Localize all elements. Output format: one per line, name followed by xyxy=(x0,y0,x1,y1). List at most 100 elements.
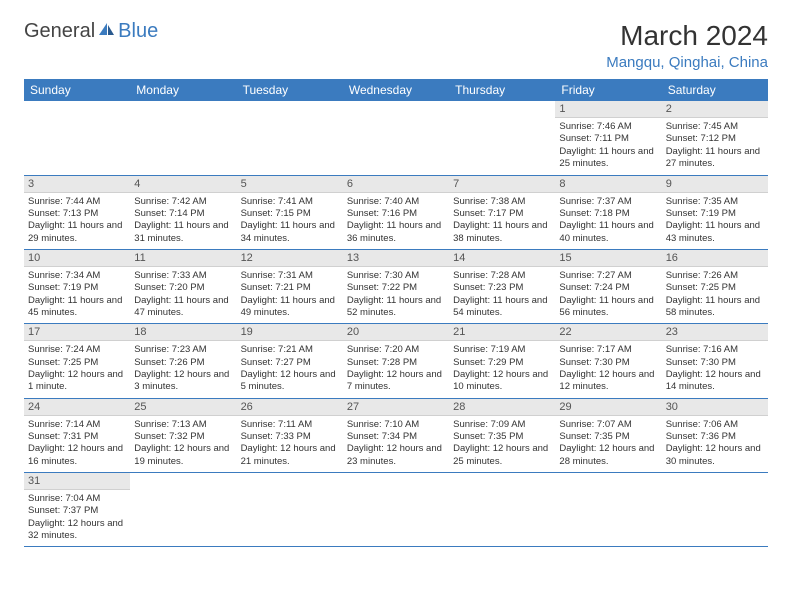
day-cell: 25Sunrise: 7:13 AMSunset: 7:32 PMDayligh… xyxy=(130,398,236,472)
day-cell: 5Sunrise: 7:41 AMSunset: 7:15 PMDaylight… xyxy=(237,175,343,249)
sunrise-text: Sunrise: 7:06 AM xyxy=(666,419,764,431)
day-cell: 15Sunrise: 7:27 AMSunset: 7:24 PMDayligh… xyxy=(555,249,661,323)
logo-text-2: Blue xyxy=(118,20,158,43)
daylight-text: Daylight: 12 hours and 23 minutes. xyxy=(347,443,445,468)
day-body: Sunrise: 7:41 AMSunset: 7:15 PMDaylight:… xyxy=(237,193,343,249)
day-body: Sunrise: 7:09 AMSunset: 7:35 PMDaylight:… xyxy=(449,416,555,472)
sunset-text: Sunset: 7:25 PM xyxy=(28,357,126,369)
sunrise-text: Sunrise: 7:31 AM xyxy=(241,270,339,282)
sunset-text: Sunset: 7:21 PM xyxy=(241,282,339,294)
logo-text-1: General xyxy=(24,20,95,43)
day-number: 15 xyxy=(555,250,661,267)
day-number: 14 xyxy=(449,250,555,267)
daylight-text: Daylight: 12 hours and 3 minutes. xyxy=(134,369,232,394)
daylight-text: Daylight: 11 hours and 52 minutes. xyxy=(347,295,445,320)
day-number: 20 xyxy=(343,324,449,341)
day-cell: 14Sunrise: 7:28 AMSunset: 7:23 PMDayligh… xyxy=(449,249,555,323)
daylight-text: Daylight: 11 hours and 31 minutes. xyxy=(134,220,232,245)
day-number: 13 xyxy=(343,250,449,267)
sunset-text: Sunset: 7:35 PM xyxy=(559,431,657,443)
day-body: Sunrise: 7:33 AMSunset: 7:20 PMDaylight:… xyxy=(130,267,236,323)
daylight-text: Daylight: 11 hours and 45 minutes. xyxy=(28,295,126,320)
sunset-text: Sunset: 7:30 PM xyxy=(666,357,764,369)
day-cell: 12Sunrise: 7:31 AMSunset: 7:21 PMDayligh… xyxy=(237,249,343,323)
sunrise-text: Sunrise: 7:13 AM xyxy=(134,419,232,431)
daylight-text: Daylight: 12 hours and 5 minutes. xyxy=(241,369,339,394)
day-number: 4 xyxy=(130,176,236,193)
day-number: 1 xyxy=(555,101,661,118)
sunrise-text: Sunrise: 7:20 AM xyxy=(347,344,445,356)
sunrise-text: Sunrise: 7:45 AM xyxy=(666,121,764,133)
weekday-header: Monday xyxy=(130,79,236,101)
day-number: 25 xyxy=(130,399,236,416)
daylight-text: Daylight: 11 hours and 49 minutes. xyxy=(241,295,339,320)
weekday-header: Saturday xyxy=(662,79,768,101)
day-cell xyxy=(662,473,768,547)
day-cell: 3Sunrise: 7:44 AMSunset: 7:13 PMDaylight… xyxy=(24,175,130,249)
daylight-text: Daylight: 11 hours and 40 minutes. xyxy=(559,220,657,245)
sunset-text: Sunset: 7:13 PM xyxy=(28,208,126,220)
day-number: 18 xyxy=(130,324,236,341)
daylight-text: Daylight: 11 hours and 27 minutes. xyxy=(666,146,764,171)
week-row: 31Sunrise: 7:04 AMSunset: 7:37 PMDayligh… xyxy=(24,473,768,547)
day-cell xyxy=(343,473,449,547)
day-number: 6 xyxy=(343,176,449,193)
day-body: Sunrise: 7:07 AMSunset: 7:35 PMDaylight:… xyxy=(555,416,661,472)
sunrise-text: Sunrise: 7:14 AM xyxy=(28,419,126,431)
week-row: 3Sunrise: 7:44 AMSunset: 7:13 PMDaylight… xyxy=(24,175,768,249)
day-cell: 27Sunrise: 7:10 AMSunset: 7:34 PMDayligh… xyxy=(343,398,449,472)
daylight-text: Daylight: 12 hours and 12 minutes. xyxy=(559,369,657,394)
day-body: Sunrise: 7:04 AMSunset: 7:37 PMDaylight:… xyxy=(24,490,130,546)
day-cell: 30 Sunrise: 7:06 AMSunset: 7:36 PMDayligh… xyxy=(662,398,768,472)
weekday-header: Sunday xyxy=(24,79,130,101)
sunset-text: Sunset: 7:19 PM xyxy=(666,208,764,220)
day-number: 2 xyxy=(662,101,768,118)
day-cell: 9Sunrise: 7:35 AMSunset: 7:19 PMDaylight… xyxy=(662,175,768,249)
daylight-text: Daylight: 12 hours and 10 minutes. xyxy=(453,369,551,394)
day-cell: 22Sunrise: 7:17 AMSunset: 7:30 PMDayligh… xyxy=(555,324,661,398)
sunrise-text: Sunrise: 7:41 AM xyxy=(241,196,339,208)
sunset-text: Sunset: 7:11 PM xyxy=(559,133,657,145)
weekday-header: Wednesday xyxy=(343,79,449,101)
sunset-text: Sunset: 7:22 PM xyxy=(347,282,445,294)
daylight-text: Daylight: 11 hours and 36 minutes. xyxy=(347,220,445,245)
day-body: Sunrise: 7:40 AMSunset: 7:16 PMDaylight:… xyxy=(343,193,449,249)
sunrise-text: Sunrise: 7:16 AM xyxy=(666,344,764,356)
day-number: 30 xyxy=(662,399,768,416)
sunset-text: Sunset: 7:36 PM xyxy=(666,431,764,443)
day-number: 24 xyxy=(24,399,130,416)
calendar-table: Sunday Monday Tuesday Wednesday Thursday… xyxy=(24,79,768,547)
sunset-text: Sunset: 7:28 PM xyxy=(347,357,445,369)
weekday-header-row: Sunday Monday Tuesday Wednesday Thursday… xyxy=(24,79,768,101)
day-number: 10 xyxy=(24,250,130,267)
day-cell: 4Sunrise: 7:42 AMSunset: 7:14 PMDaylight… xyxy=(130,175,236,249)
day-body: Sunrise: 7:38 AMSunset: 7:17 PMDaylight:… xyxy=(449,193,555,249)
title-block: March 2024 Mangqu, Qinghai, China xyxy=(606,20,768,71)
weekday-header: Friday xyxy=(555,79,661,101)
day-cell: 17Sunrise: 7:24 AMSunset: 7:25 PMDayligh… xyxy=(24,324,130,398)
header: General Blue March 2024 Mangqu, Qinghai,… xyxy=(24,20,768,71)
daylight-text: Daylight: 12 hours and 25 minutes. xyxy=(453,443,551,468)
daylight-text: Daylight: 12 hours and 16 minutes. xyxy=(28,443,126,468)
sunset-text: Sunset: 7:24 PM xyxy=(559,282,657,294)
day-number: 16 xyxy=(662,250,768,267)
day-cell xyxy=(555,473,661,547)
day-cell: 10Sunrise: 7:34 AMSunset: 7:19 PMDayligh… xyxy=(24,249,130,323)
daylight-text: Daylight: 11 hours and 34 minutes. xyxy=(241,220,339,245)
day-number: 19 xyxy=(237,324,343,341)
day-body: Sunrise: 7:30 AMSunset: 7:22 PMDaylight:… xyxy=(343,267,449,323)
sunset-text: Sunset: 7:19 PM xyxy=(28,282,126,294)
day-body: Sunrise: 7:16 AMSunset: 7:30 PMDaylight:… xyxy=(662,341,768,397)
day-cell xyxy=(237,101,343,175)
day-body: Sunrise: 7:20 AMSunset: 7:28 PMDaylight:… xyxy=(343,341,449,397)
day-body: Sunrise: 7:45 AMSunset: 7:12 PMDaylight:… xyxy=(662,118,768,174)
daylight-text: Daylight: 11 hours and 58 minutes. xyxy=(666,295,764,320)
sunrise-text: Sunrise: 7:19 AM xyxy=(453,344,551,356)
sunrise-text: Sunrise: 7:09 AM xyxy=(453,419,551,431)
day-number: 17 xyxy=(24,324,130,341)
day-cell: 19Sunrise: 7:21 AMSunset: 7:27 PMDayligh… xyxy=(237,324,343,398)
sunset-text: Sunset: 7:17 PM xyxy=(453,208,551,220)
sunset-text: Sunset: 7:23 PM xyxy=(453,282,551,294)
daylight-text: Daylight: 12 hours and 30 minutes. xyxy=(666,443,764,468)
day-cell: 23Sunrise: 7:16 AMSunset: 7:30 PMDayligh… xyxy=(662,324,768,398)
